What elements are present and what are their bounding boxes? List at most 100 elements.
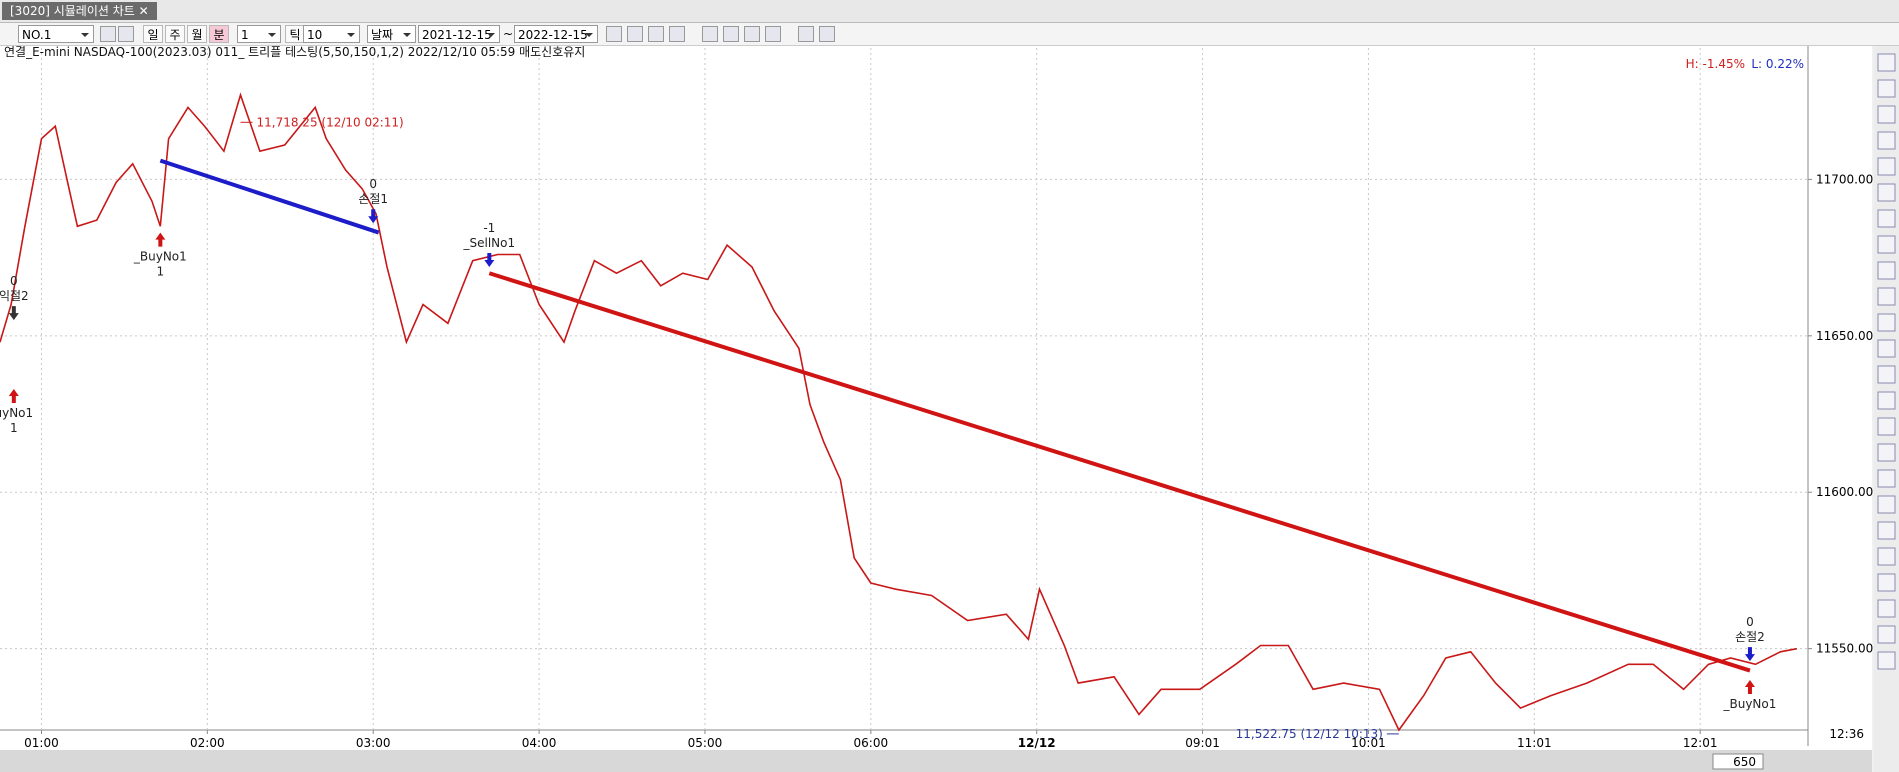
- side-tool-button[interactable]: [1877, 469, 1896, 488]
- tool-button[interactable]: [798, 26, 814, 42]
- x-tick-label: 06:00: [854, 736, 889, 750]
- signal-arrow: [1744, 679, 1755, 694]
- tool-button[interactable]: [723, 26, 739, 42]
- side-tool-button[interactable]: [1877, 79, 1896, 98]
- low-change: L: 0.22%: [1751, 57, 1804, 71]
- side-tool-button[interactable]: [1877, 313, 1896, 332]
- zoom-box[interactable]: [1712, 753, 1764, 770]
- side-tool-button[interactable]: [1877, 391, 1896, 410]
- date-separator: ~: [503, 27, 514, 41]
- signal-arrow: [484, 252, 495, 267]
- price-line: [0, 92, 1798, 732]
- tool-button[interactable]: [606, 26, 622, 42]
- signal-label: 1: [157, 265, 165, 279]
- x-tick-label: 09:01: [1185, 736, 1220, 750]
- signal-label: -1: [483, 221, 495, 235]
- x-tick-label: 12:01: [1683, 736, 1718, 750]
- side-tool-button[interactable]: [1877, 209, 1896, 228]
- chart: 650 12:36 연결_E-mini NASDAQ-100(2023.03) …: [0, 46, 1899, 772]
- side-tool-button[interactable]: [1877, 53, 1896, 72]
- tool-button[interactable]: [627, 26, 643, 42]
- signal-arrow: [1744, 647, 1755, 662]
- side-tool-button[interactable]: [1877, 131, 1896, 150]
- side-tool-button[interactable]: [1877, 183, 1896, 202]
- tick-select[interactable]: 10: [303, 25, 360, 43]
- signal-label: 0: [369, 177, 377, 191]
- y-tick-label: 11600.00: [1816, 485, 1873, 499]
- period-button[interactable]: 일: [143, 25, 163, 43]
- tool-button[interactable]: [819, 26, 835, 42]
- zoom-value: 650: [1733, 755, 1756, 769]
- side-tool-button[interactable]: [1877, 599, 1896, 618]
- signal-arrow: [8, 306, 19, 321]
- side-tool-button[interactable]: [1877, 651, 1896, 670]
- x-tick-label: 02:00: [190, 736, 225, 750]
- chart-background: [0, 46, 1872, 750]
- side-tool-button[interactable]: [1877, 339, 1896, 358]
- side-tool-button[interactable]: [1877, 417, 1896, 436]
- tool-button[interactable]: [648, 26, 664, 42]
- x-tick-label: 04:00: [522, 736, 557, 750]
- side-tool-button[interactable]: [1877, 521, 1896, 540]
- tick-button[interactable]: 틱: [285, 25, 305, 43]
- side-tool-button[interactable]: [1877, 495, 1896, 514]
- side-tool-button[interactable]: [1877, 235, 1896, 254]
- tool-button[interactable]: [702, 26, 718, 42]
- side-tool-button[interactable]: [1877, 547, 1896, 566]
- side-tool-button[interactable]: [1877, 365, 1896, 384]
- end-date-select[interactable]: 2022-12-15: [514, 25, 598, 43]
- side-tool-button[interactable]: [1877, 287, 1896, 306]
- signal-label: 익절2: [0, 289, 29, 303]
- x-tick-label: 01:00: [24, 736, 59, 750]
- x-tick-label: 03:00: [356, 736, 391, 750]
- tool-button[interactable]: [669, 26, 685, 42]
- signal-arrow: [8, 389, 19, 403]
- signal-label: _BuyNo1: [133, 250, 187, 264]
- date-mode-select[interactable]: 날짜: [367, 25, 416, 43]
- x-tick-label: 12/12: [1018, 736, 1056, 750]
- side-tool-button[interactable]: [1877, 625, 1896, 644]
- annotation-label: 11,718.25 (12/10 02:11): [257, 115, 404, 129]
- tool-button[interactable]: [765, 26, 781, 42]
- side-tool-button[interactable]: [1877, 261, 1896, 280]
- tool-button[interactable]: [118, 26, 134, 42]
- search-button[interactable]: [100, 26, 116, 42]
- period-button[interactable]: 주: [165, 25, 185, 43]
- trend-line: [488, 271, 1751, 673]
- high-change: H: -1.45%: [1686, 57, 1745, 71]
- y-tick-label: 11550.00: [1816, 642, 1873, 656]
- side-tool-button[interactable]: [1877, 105, 1896, 124]
- signal-arrow: [368, 209, 379, 224]
- annotation-label: 11,522.75 (12/12 10:13): [1236, 727, 1383, 741]
- period-button[interactable]: 분: [209, 25, 229, 43]
- side-tool-button[interactable]: [1877, 157, 1896, 176]
- interval-select[interactable]: 1: [237, 25, 281, 43]
- side-tool-button[interactable]: [1877, 443, 1896, 462]
- toolbar: NO.1 일 주 월 분 1 틱 10 날짜 2021-12-15 ~ 2022…: [0, 23, 1899, 46]
- signal-arrow: [155, 232, 166, 247]
- x-tick-label: 10:01: [1351, 736, 1386, 750]
- chart-title: 연결_E-mini NASDAQ-100(2023.03) 011_ 트리플 테…: [4, 46, 585, 59]
- signal-label: _SellNo1: [463, 236, 516, 250]
- code-select[interactable]: NO.1: [18, 25, 94, 43]
- x-tick-label: 05:00: [688, 736, 723, 750]
- signal-label: 0: [1746, 615, 1754, 629]
- title-bar: [3020] 시뮬레이션 차트 ✕: [0, 0, 1899, 23]
- signal-label: 1: [10, 421, 18, 435]
- scroll-bar[interactable]: [0, 750, 1872, 772]
- period-button[interactable]: 월: [187, 25, 207, 43]
- window-tab[interactable]: [3020] 시뮬레이션 차트 ✕: [2, 2, 157, 20]
- signal-label: _BuyNo1: [1722, 697, 1776, 711]
- signal-label: uyNo1: [0, 406, 33, 420]
- start-date-select[interactable]: 2021-12-15: [418, 25, 500, 43]
- signal-label: 손절1: [358, 192, 388, 206]
- side-tool-button[interactable]: [1877, 573, 1896, 592]
- signal-label: 손절2: [1735, 630, 1765, 644]
- y-tick-label: 11700.00: [1816, 172, 1873, 186]
- y-tick-label: 11650.00: [1816, 329, 1873, 343]
- clock: 12:36: [1829, 727, 1864, 741]
- tool-button[interactable]: [744, 26, 760, 42]
- x-tick-label: 11:01: [1517, 736, 1552, 750]
- signal-label: 0: [10, 274, 18, 288]
